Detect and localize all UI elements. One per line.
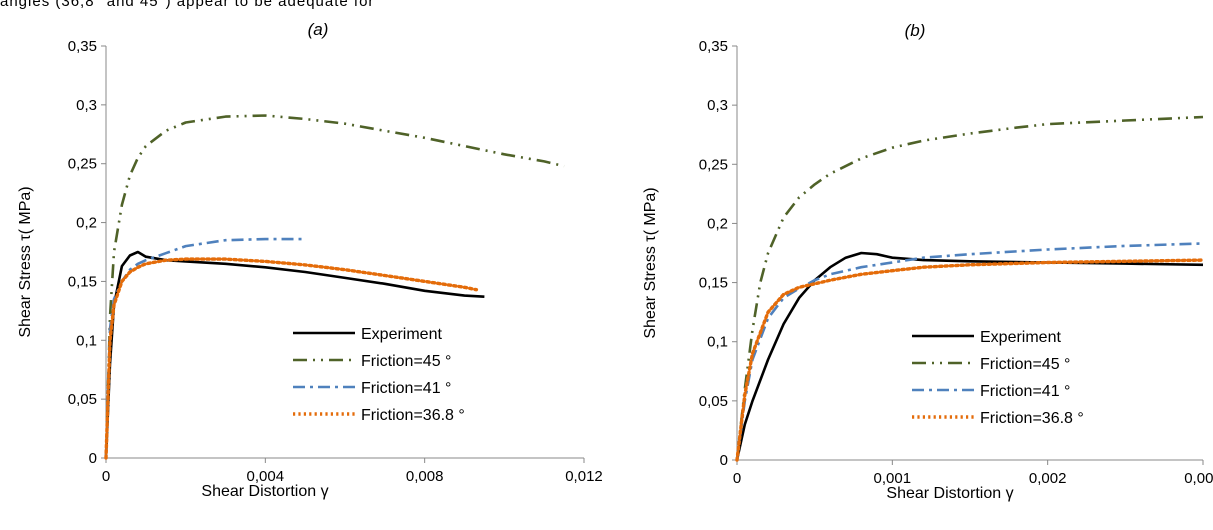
chart-panel-b: (b) 0 0,05 0,1 0,15 0,2 0,25 0,3 0,35 0 0,001 0,002… [642,21,1213,502]
legend-entry: Experiment [361,326,442,343]
y-tick-label: 0,1 [76,332,97,349]
x-tick-label: 0 [733,470,741,487]
series-line-3 [104,257,479,460]
caption-fragment: angles (36,8° and 45°) appear to be adeq… [0,0,375,10]
y-axis-label: Shear Stress τ( MPa) [17,186,34,337]
x-axis-label: Shear Distortion γ [201,483,328,500]
y-tick-label: 0,3 [76,97,97,114]
y-axis-label: Shear Stress τ( MPa) [642,187,659,338]
y-tick-label: 0,25 [699,156,728,173]
y-tick-label: 0,35 [68,38,97,55]
x-tick-label: 0,012 [565,468,603,485]
y-tick-label: 0,35 [699,38,728,55]
chart-title: (b) [905,21,926,40]
x-tick-label: 0,008 [406,468,444,485]
x-tick-label: 0,002 [1029,470,1067,487]
y-tick-label: 0,15 [699,275,728,292]
series-line-0 [735,251,1204,461]
legend-entry: Friction=36.8 ° [980,410,1084,427]
y-tick-label: 0 [720,452,728,469]
x-tick-label: 0,004 [247,468,285,485]
x-axis-label: Shear Distortion γ [886,485,1013,502]
legend-entry: Friction=36.8 ° [361,407,465,424]
series-line-1 [735,115,1204,461]
y-tick-label: 0,05 [68,391,97,408]
legend-entry: Friction=45 ° [980,356,1070,373]
series-line-2 [104,237,306,459]
series-line-3 [735,258,1205,462]
x-tick-label: 0,001 [874,470,912,487]
y-tick-label: 0,05 [699,393,728,410]
legend-entry: Friction=41 ° [980,383,1070,400]
x-tick-label: 0,003 [1184,470,1213,487]
series-line-0 [104,250,485,459]
legend-entry: Experiment [980,329,1061,346]
legend-entry: Friction=45 ° [361,353,451,370]
y-tick-label: 0,25 [68,156,97,173]
y-tick-label: 0,1 [707,334,728,351]
series-line-1 [104,114,565,459]
x-tick-label: 0 [102,468,110,485]
legend-entry: Friction=41 ° [361,380,451,397]
y-tick-label: 0,2 [707,215,728,232]
y-tick-label: 0,15 [68,273,97,290]
chart-title: (a) [308,20,329,39]
chart-panel-a: (a) 0 0,05 0,1 0,15 0,2 0,25 0,3 0,35 0 0,004 0,008… [17,20,603,500]
series-line-2 [735,242,1204,461]
y-tick-label: 0 [89,450,97,467]
y-tick-label: 0,3 [707,97,728,114]
y-tick-label: 0,2 [76,215,97,232]
